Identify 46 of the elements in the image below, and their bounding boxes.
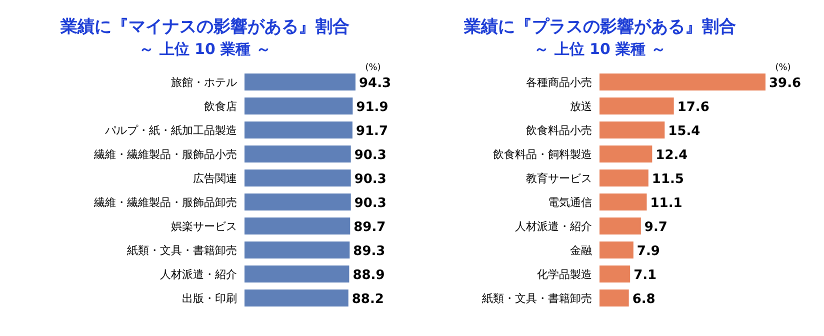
data-label: 89.7 [354, 220, 386, 235]
y-tick-label: 旅館・ホテル [171, 76, 237, 89]
data-label: 88.9 [352, 268, 385, 283]
y-tick-label: 紙類・文具・書籍卸売 [127, 244, 237, 257]
data-label: 91.7 [356, 124, 388, 139]
y-tick-label: 教育サービス [526, 172, 592, 185]
y-tick-label: 各種商品小売 [526, 76, 592, 89]
data-label: 12.4 [656, 148, 688, 163]
y-tick-label: 放送 [570, 100, 592, 113]
chart-title: 業績に『プラスの影響がある』割合 [463, 17, 736, 37]
y-tick-label: 人材派遣・紹介 [160, 268, 237, 281]
y-tick-label: 飲食料品・飼料製造 [493, 148, 592, 161]
y-tick-label: 繊維・繊維製品・服飾品小売 [93, 148, 237, 161]
y-tick-label: 紙類・文具・書籍卸売 [482, 292, 592, 305]
data-label: 7.1 [634, 268, 657, 283]
data-label: 11.5 [652, 172, 684, 187]
data-label: 9.7 [644, 220, 668, 235]
data-label: 17.6 [677, 100, 710, 115]
text: (%) [365, 63, 381, 73]
data-label: 90.3 [354, 196, 386, 211]
y-tick-label: 人材派遣・紹介 [515, 220, 592, 233]
data-label: 91.9 [356, 100, 388, 115]
data-label: 11.1 [650, 196, 682, 211]
y-tick-label: 化学品製造 [537, 268, 592, 281]
y-tick-label: 飲食料品小売 [526, 124, 592, 137]
chart-subtitle: ～ 上位 10 業種 ～ [534, 40, 666, 58]
data-label: 39.6 [769, 76, 802, 91]
y-tick-label: 出版・印刷 [182, 292, 237, 305]
chart-title: 業績に『マイナスの影響がある』割合 [60, 17, 350, 37]
data-label: 7.9 [636, 244, 660, 259]
y-tick-label: 繊維・繊維製品・服飾品卸売 [93, 196, 237, 209]
data-label: 88.2 [352, 292, 384, 307]
y-tick-label: 飲食店 [204, 100, 237, 113]
y-tick-label: 娯楽サービス [171, 220, 237, 233]
data-label: 94.3 [359, 76, 392, 91]
y-tick-label: 金融 [570, 244, 592, 257]
data-label: 90.3 [354, 172, 386, 187]
chart-subtitle: ～ 上位 10 業種 ～ [139, 40, 271, 58]
text: (%) [775, 63, 791, 73]
data-label: 15.4 [668, 124, 700, 139]
y-tick-label: 電気通信 [548, 196, 592, 209]
y-tick-label: 広告関連 [193, 172, 237, 185]
data-label: 90.3 [354, 148, 386, 163]
data-label: 89.3 [353, 244, 386, 259]
data-label: 6.8 [632, 292, 656, 307]
y-tick-label: パルプ・紙・紙加工品製造 [104, 124, 237, 137]
